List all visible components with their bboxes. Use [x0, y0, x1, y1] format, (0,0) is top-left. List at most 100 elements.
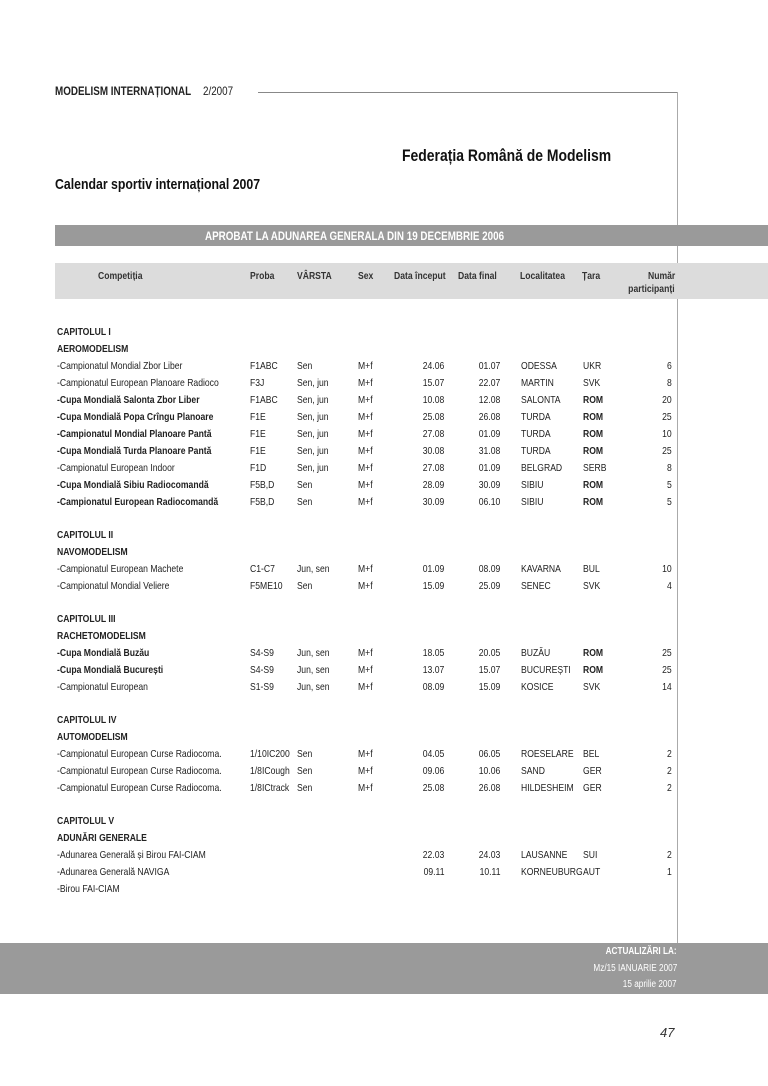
cell-tara: ROM [583, 647, 604, 659]
cell-start: 15.07 [422, 377, 444, 389]
cell-varsta: Sen, jun [297, 445, 329, 457]
cell-start: 09.11 [423, 866, 444, 878]
cell-tara: GER [583, 782, 602, 794]
cell-sex: M+f [358, 647, 373, 659]
cell-end: 15.09 [478, 681, 500, 693]
cell-name: -Cupa Mondială Buzău [57, 647, 150, 659]
cell-nr [630, 883, 672, 895]
cell-start: 28.09 [422, 479, 444, 491]
table-header: Competiția Proba VÂRSTA Sex Data început… [55, 263, 768, 299]
cell-start: 24.06 [422, 360, 444, 372]
cell-nr: 1 [667, 866, 672, 878]
cell-proba: F1E [250, 411, 266, 423]
cell-end: 30.09 [478, 479, 500, 491]
col-participanti: participanți [628, 283, 675, 295]
cell-sex: M+f [358, 411, 373, 423]
cell-tara: SVK [583, 580, 601, 592]
cell-loc: KORNEUBURG [521, 866, 583, 878]
magazine-title: MODELISM INTERNAȚIONAL [55, 84, 192, 98]
cell-name: -Cupa Mondială Turda Planoare Pantă [57, 445, 212, 457]
cell-tara: GER [583, 765, 602, 777]
cell-name: -Campionatul European Planoare Radioco [57, 377, 219, 389]
cell-nr: 4 [667, 580, 672, 592]
cell-sex: M+f [358, 360, 373, 372]
cell-loc: SIBIU [521, 479, 544, 491]
cell-nr: 25 [662, 664, 672, 676]
header-rule [258, 92, 677, 93]
cell-tara: ROM [583, 479, 604, 491]
cell-end: 31.08 [478, 445, 500, 457]
cell-end: 20.05 [478, 647, 500, 659]
cell-end: 10.06 [478, 765, 500, 777]
category-heading: ADUNĂRI GENERALE [57, 832, 147, 844]
cell-tara: AUT [583, 866, 601, 878]
cell-sex: M+f [358, 681, 373, 693]
cell-start: 04.05 [422, 748, 444, 760]
cell-tara: BEL [583, 748, 600, 760]
vertical-rule [677, 92, 678, 943]
cell-nr: 25 [662, 445, 672, 457]
col-proba: Proba [250, 270, 275, 282]
category-heading: NAVOMODELISM [57, 546, 128, 558]
cell-name: -Campionatul European Curse Radiocoma. [57, 782, 222, 794]
cell-name: -Cupa Mondială București [57, 664, 164, 676]
cell-sex: M+f [358, 394, 373, 406]
cell-loc: TURDA [521, 411, 551, 423]
cell-varsta: Sen, jun [297, 377, 329, 389]
cell-loc: TURDA [521, 428, 551, 440]
col-localitatea: Localitatea [520, 270, 565, 282]
cell-sex: M+f [358, 782, 373, 794]
cell-proba: S1-S9 [250, 681, 274, 693]
cell-end [470, 883, 500, 895]
cell-tara: ROM [583, 411, 604, 423]
update-date-1: Mz/15 IANUARIE 2007 [593, 963, 677, 974]
cell-tara: UKR [583, 360, 602, 372]
cell-varsta: Sen [297, 765, 313, 777]
cell-sex: M+f [358, 377, 373, 389]
cell-loc: SENEC [521, 580, 551, 592]
cell-name: -Cupa Mondială Salonta Zbor Liber [57, 394, 200, 406]
cell-loc: SAND [521, 765, 545, 777]
cell-proba: F1ABC [250, 360, 278, 372]
cell-loc: BUCUREȘTI [521, 664, 571, 676]
cell-end: 26.08 [478, 411, 500, 423]
cell-start: 30.09 [422, 496, 444, 508]
cell-proba: F5B,D [250, 496, 275, 508]
cell-end: 01.09 [478, 462, 500, 474]
cell-varsta: Sen, jun [297, 462, 329, 474]
cell-varsta: Jun, sen [297, 681, 330, 693]
cell-name: -Adunarea Generală NAVIGA [57, 866, 170, 878]
cell-sex: M+f [358, 496, 373, 508]
page-number: 47 [660, 1025, 675, 1040]
cell-start: 15.09 [422, 580, 444, 592]
cell-proba: F5B,D [250, 479, 275, 491]
cell-end: 26.08 [478, 782, 500, 794]
cell-name: -Campionatul European Curse Radiocoma. [57, 765, 222, 777]
col-data-inceput: Data început [394, 270, 446, 282]
cell-name: -Campionatul Mondial Planoare Pantă [57, 428, 212, 440]
cell-tara: SUI [583, 849, 598, 861]
cell-tara: SVK [583, 681, 601, 693]
magazine-header: MODELISM INTERNAȚIONAL 2/2007 [55, 84, 240, 98]
cell-proba: 1/8ICtrack [250, 782, 290, 794]
cell-start: 09.06 [422, 765, 444, 777]
cell-end: 10.11 [479, 866, 500, 878]
cell-name: -Adunarea Generală și Birou FAI-CIAM [57, 849, 206, 861]
cell-varsta: Sen [297, 580, 313, 592]
category-heading: AEROMODELISM [57, 343, 129, 355]
chapter-heading: CAPITOLUL III [57, 613, 116, 625]
cell-name: -Cupa Mondială Sibiu Radiocomandă [57, 479, 209, 491]
cell-tara: SERB [583, 462, 607, 474]
page-title: Calendar sportiv internațional 2007 [55, 176, 261, 193]
chapter-heading: CAPITOLUL IV [57, 714, 117, 726]
cell-name: -Campionatul European Radiocomandă [57, 496, 219, 508]
col-numar: Număr [647, 270, 675, 282]
cell-loc: SALONTA [521, 394, 561, 406]
update-date-2: 15 aprilie 2007 [623, 979, 677, 990]
cell-sex: M+f [358, 765, 373, 777]
cell-start: 08.09 [422, 681, 444, 693]
cell-tara: BUL [583, 563, 600, 575]
col-competitia: Competiția [98, 270, 143, 282]
cell-name: -Birou FAI-CIAM [57, 883, 120, 895]
cell-start: 13.07 [422, 664, 444, 676]
